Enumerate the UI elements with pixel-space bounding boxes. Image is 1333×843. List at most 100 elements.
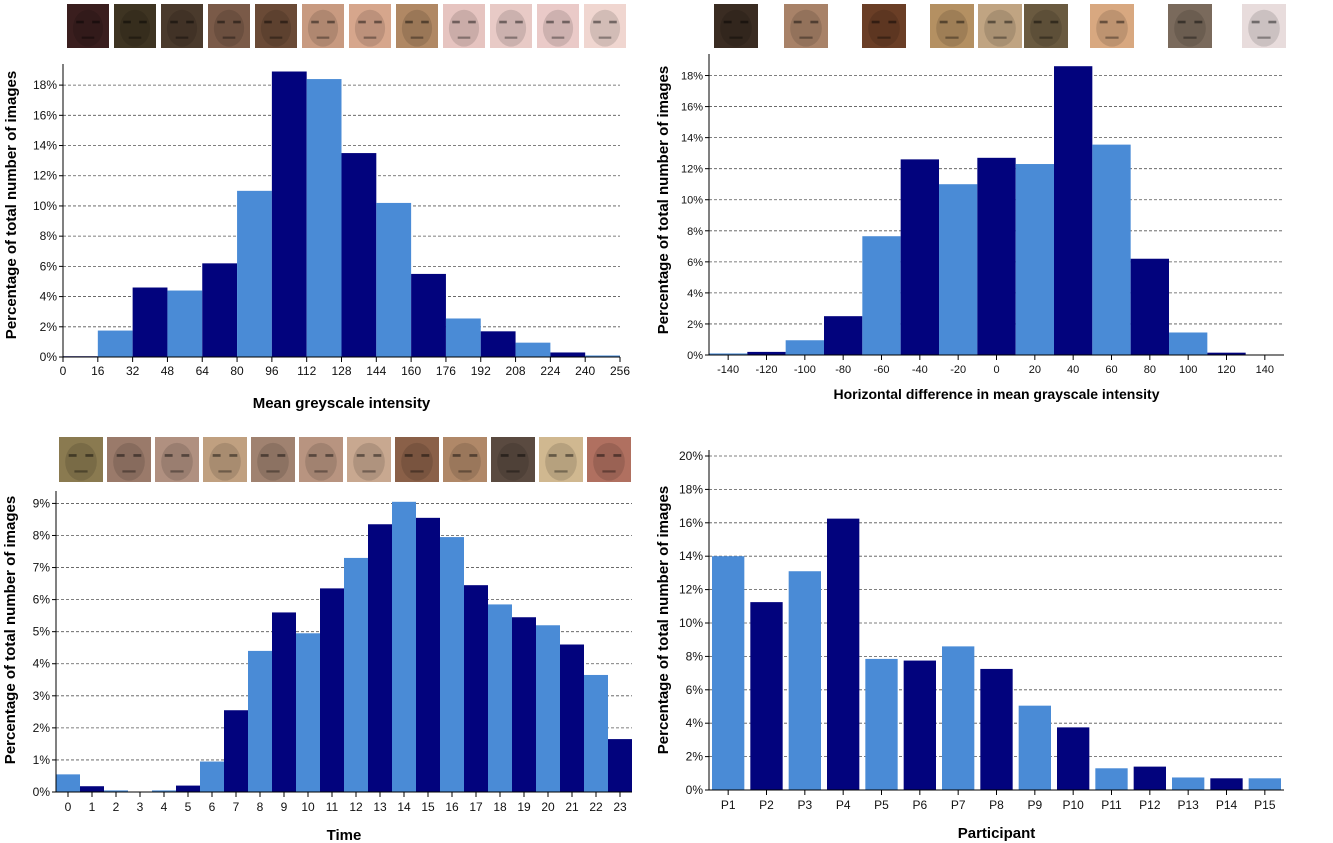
face-eye-right — [325, 454, 334, 457]
face-eye-left — [723, 20, 732, 24]
x-tick-label: 48 — [161, 364, 175, 378]
bar — [488, 604, 512, 792]
face-eye-right — [740, 20, 749, 24]
face-eye-left — [308, 454, 317, 457]
face-thumbnail-bg — [539, 437, 583, 482]
x-tick-label: 12 — [349, 800, 363, 814]
face-mouth — [993, 36, 1007, 39]
face-thumbnail-bg — [67, 4, 109, 48]
face-eye-right — [468, 20, 476, 24]
x-tick-label: 6 — [209, 800, 216, 814]
y-tick-label: 12% — [33, 169, 57, 183]
y-tick-label: 8% — [33, 528, 51, 542]
face-thumbnail — [862, 4, 906, 48]
x-tick-label: 80 — [1144, 364, 1156, 376]
bar — [104, 790, 128, 792]
face-mouth — [363, 36, 377, 39]
x-tick-label: 96 — [265, 364, 279, 378]
face-thumbnail-bg — [443, 4, 485, 48]
face-thumbnail-bg — [443, 437, 487, 482]
face-shape — [401, 9, 433, 47]
y-tick-label: 12% — [679, 583, 703, 597]
face-shape — [353, 442, 385, 481]
face-thumbnail-bg — [490, 4, 532, 48]
face-mouth — [266, 470, 280, 473]
face-thumbnail-bg — [347, 437, 391, 482]
face-shape — [257, 442, 289, 481]
histogram-bar — [1015, 164, 1054, 355]
face-thumbnail-bg — [1090, 4, 1134, 48]
face-shape — [542, 9, 574, 47]
face-mouth — [877, 36, 891, 39]
x-tick-label: 0 — [993, 364, 999, 376]
bar — [903, 660, 936, 790]
face-eye-right — [1116, 20, 1125, 24]
face-eye-left — [452, 20, 460, 24]
face-eye-right — [421, 454, 430, 457]
face-thumbnail — [491, 437, 535, 482]
y-tick-label: 8% — [686, 649, 704, 663]
face-thumbnail — [302, 4, 344, 48]
face-eye-right — [1194, 20, 1203, 24]
face-eye-right — [517, 454, 526, 457]
x-tick-label: 14 — [397, 800, 411, 814]
x-tick-label: 120 — [1217, 364, 1235, 376]
face-thumbnail — [347, 437, 391, 482]
face-shape — [305, 442, 337, 481]
panel-mean-greyscale: 0% 2% 4% 6% 8% 10% 12% 14% 16% 18% 0 16 32 48 64 80 96 11… — [3, 4, 630, 412]
face-mouth — [222, 36, 236, 39]
face-thumbnail — [930, 4, 974, 48]
face-mouth — [506, 470, 520, 473]
face-thumbnail — [107, 437, 151, 482]
face-thumbnail-bg — [208, 4, 250, 48]
histogram-bar — [376, 202, 412, 357]
x-axis-label: Horizontal difference in mean grayscale … — [834, 386, 1160, 402]
face-eye-right — [1050, 20, 1059, 24]
face-mouth — [945, 36, 959, 39]
histogram-bar — [1207, 352, 1246, 355]
bar — [152, 790, 176, 792]
face-thumbnail-bg — [107, 437, 151, 482]
bar — [200, 761, 224, 792]
face-shape — [260, 9, 292, 47]
face-shape — [1248, 9, 1280, 47]
face-eye-right — [280, 20, 288, 24]
face-eye-left — [170, 20, 178, 24]
face-eye-left — [123, 20, 131, 24]
face-thumbnail — [1168, 4, 1212, 48]
face-eye-left — [1099, 20, 1108, 24]
face-eye-left — [548, 454, 557, 457]
bar — [1133, 766, 1166, 790]
x-tick-label: 18 — [493, 800, 507, 814]
face-shape — [72, 9, 104, 47]
x-tick-label: 23 — [613, 800, 627, 814]
face-eye-left — [987, 20, 996, 24]
face-shape — [448, 9, 480, 47]
y-tick-label: 4% — [687, 288, 703, 300]
x-tick-label: -140 — [717, 364, 739, 376]
histogram-bar — [785, 340, 824, 355]
face-eye-left — [452, 454, 461, 457]
x-tick-label: P11 — [1101, 798, 1122, 812]
face-eye-right — [1004, 20, 1013, 24]
face-thumbnail — [396, 4, 438, 48]
x-tick-label: 2 — [113, 800, 120, 814]
face-shape — [589, 9, 621, 47]
face-thumbnail — [395, 437, 439, 482]
histogram-bar — [709, 353, 748, 355]
y-tick-label: 3% — [33, 689, 51, 703]
panel-horizontal-difference: 0% 2% 4% 6% 8% 10% 12% 14% 16% 18% -140 -120 -100 -80… — [655, 4, 1286, 402]
bar — [980, 668, 1013, 790]
face-thumbnail — [587, 437, 631, 482]
y-tick-label: 8% — [40, 229, 58, 243]
y-tick-label: 6% — [687, 257, 703, 269]
face-eye-left — [358, 20, 366, 24]
face-mouth — [316, 36, 330, 39]
face-eye-right — [181, 454, 190, 457]
face-eye-right — [133, 454, 142, 457]
y-tick-label: 18% — [681, 71, 703, 83]
x-tick-label: P1 — [721, 798, 736, 812]
face-mouth — [362, 470, 376, 473]
bar — [942, 646, 975, 790]
x-tick-label: 208 — [506, 364, 526, 378]
